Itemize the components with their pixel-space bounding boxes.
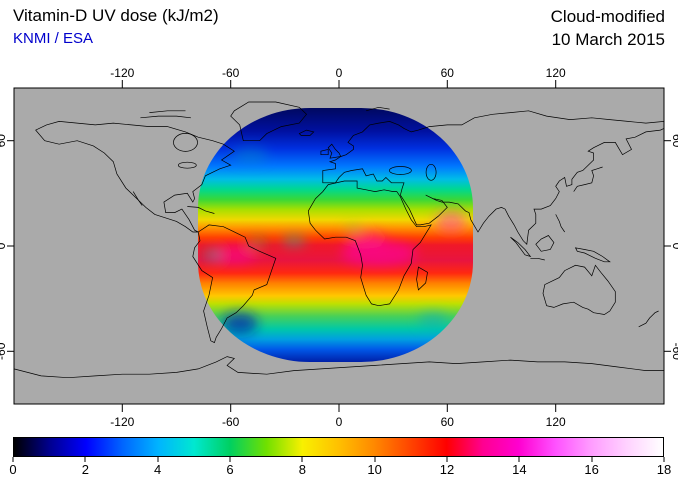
- colorbar-tick: [12, 457, 14, 462]
- axis-ticks: [7, 80, 671, 412]
- data-swath: [198, 108, 473, 362]
- coastline-path: [307, 180, 432, 307]
- date-label: 10 March 2015: [551, 30, 665, 49]
- colorbar-tick: [446, 457, 448, 462]
- lon-label-bottom: 0: [336, 415, 343, 429]
- axis-labels: -120 -60 0 60 120 -120 -60 0 60 120 60 0…: [0, 66, 678, 429]
- mode-label: Cloud-modified: [550, 7, 665, 26]
- colorbar-tick-label: 8: [298, 462, 306, 477]
- colorbar-tick: [663, 457, 665, 462]
- colorbar-tick: [518, 457, 520, 462]
- lon-label-top: -120: [110, 66, 134, 80]
- lon-label-top: 0: [336, 66, 343, 80]
- coastline-path: [535, 235, 555, 252]
- lat-label-right: 60: [670, 134, 678, 148]
- coastline-path: [510, 236, 532, 258]
- lat-label-left: 0: [0, 242, 8, 249]
- colorbar-tick-label: 16: [584, 462, 599, 477]
- colorbar-tick: [84, 457, 86, 462]
- coastline-path: [140, 115, 191, 119]
- colorbar-tick: [301, 457, 303, 462]
- colorbar-tick: [157, 457, 159, 462]
- colorbar-tick: [374, 457, 376, 462]
- colorbar-tick-label: 12: [439, 462, 455, 477]
- colorbar-tick: [229, 457, 231, 462]
- coastline-path: [327, 143, 342, 159]
- coastline-path: [230, 101, 307, 142]
- lat-label-right: 0: [670, 243, 678, 250]
- caspian-sea: [425, 163, 437, 181]
- lon-label-top: 60: [441, 66, 455, 80]
- lon-label-bottom: 120: [546, 415, 566, 429]
- coastline-path: [35, 121, 235, 233]
- header-right: Cloud-modified 10 March 2015: [551, 5, 665, 51]
- lat-label-left: -60: [0, 342, 8, 360]
- coastline-path: [416, 266, 428, 291]
- lat-label-right: -60: [670, 343, 678, 361]
- coastline-path: [132, 191, 143, 206]
- coastline-path: [187, 206, 215, 214]
- coastline-path: [542, 264, 616, 315]
- coastline-path: [298, 129, 315, 136]
- colorbar-tick-label: 14: [512, 462, 527, 477]
- lon-label-top: 120: [546, 66, 566, 80]
- lakes: [173, 133, 437, 181]
- cloud-noise: [203, 147, 467, 335]
- colorbar-tick-label: 10: [367, 462, 382, 477]
- colorbar-tick-label: 6: [226, 462, 234, 477]
- hudson-bay: [173, 133, 198, 152]
- black-sea: [389, 166, 412, 175]
- credit-label: KNMI / ESA: [13, 30, 94, 47]
- colorbar-tick-label: 2: [81, 462, 89, 477]
- colorbar-tick-label: 0: [9, 462, 17, 477]
- coastlines: [13, 101, 665, 379]
- page-title: Vitamin-D UV dose (kJ/m2): [13, 6, 219, 25]
- lon-label-bottom: -120: [110, 415, 134, 429]
- map-plot: -120 -60 0 60 120 -120 -60 0 60 120 60 0…: [0, 66, 678, 429]
- coastline-path: [149, 110, 186, 113]
- colorbar-tick-label: 18: [656, 462, 672, 477]
- coastline-path: [322, 110, 665, 245]
- colorbar-tick-label: 4: [154, 462, 162, 477]
- lon-label-bottom: -60: [222, 415, 240, 429]
- colorbar-gradient: [13, 437, 664, 457]
- coastline-path: [192, 224, 277, 344]
- coastline-path: [530, 257, 545, 261]
- coastline-path: [320, 148, 329, 156]
- coastline-path: [573, 166, 603, 192]
- coastline-path: [555, 214, 565, 233]
- coastline-path: [638, 310, 659, 328]
- colorbar-tick: [591, 457, 593, 462]
- coastline-path: [366, 106, 390, 112]
- lon-label-top: -60: [222, 66, 240, 80]
- lon-label-bottom: 60: [441, 415, 455, 429]
- lat-label-left: 60: [0, 134, 8, 148]
- colorbar: 0 2 4 6 8 10 12 14 16 18: [9, 437, 671, 479]
- great-lakes: [177, 161, 197, 169]
- coastline-path: [574, 247, 611, 263]
- coastline-path: [13, 356, 664, 379]
